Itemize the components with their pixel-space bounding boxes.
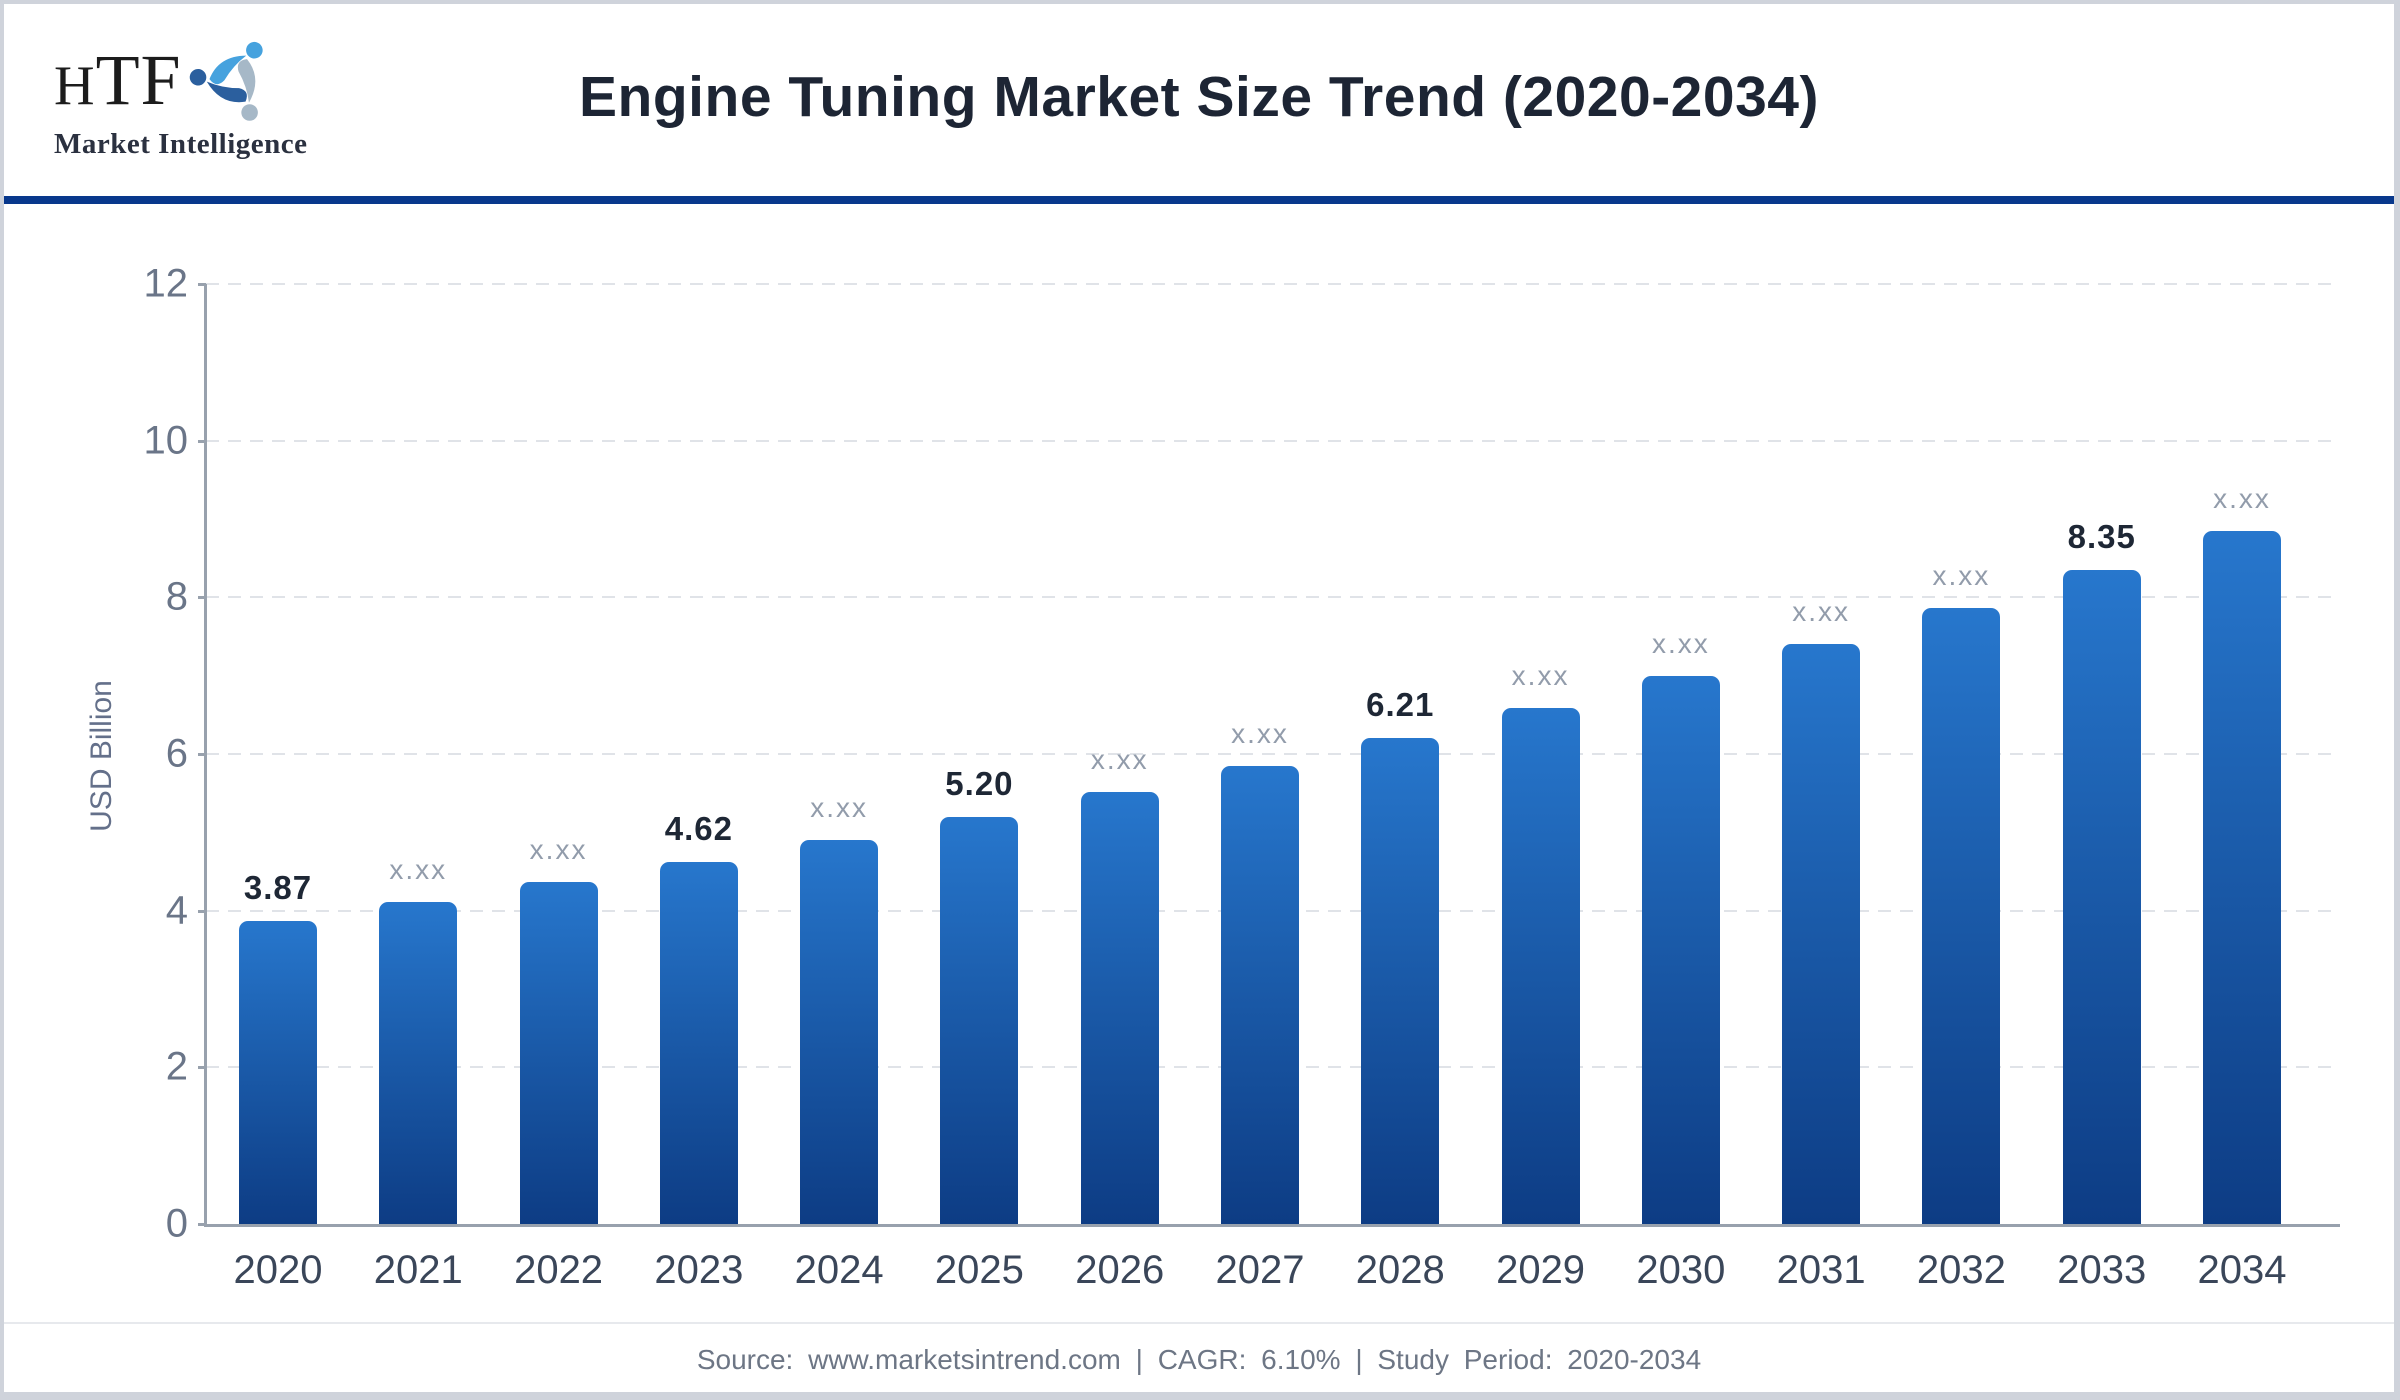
y-tick-label: 4 [165,888,188,933]
x-tick-label: 2024 [794,1248,884,1292]
x-tick-label: 2027 [1215,1248,1305,1292]
x-tick-label: 2022 [514,1248,604,1292]
y-tick-mark [198,439,206,443]
y-tick-mark [198,596,206,600]
bar-value-label: 8.35 [2067,517,2136,555]
x-tick-label: 2034 [2197,1248,2287,1292]
y-tick-mark [198,283,206,286]
x-tick-label: 2023 [654,1248,744,1292]
y-tick-label: 10 [143,418,189,463]
gridline [206,753,2336,755]
x-tick-label: 2020 [233,1248,323,1292]
footer-source-text: Source: www.marketsintrend.com | CAGR: 6… [696,1344,1702,1375]
gridline [206,283,2336,285]
bar-value-label: x.xx [1651,628,1710,660]
bar-value-label: x.xx [1090,743,1149,775]
logo-subtitle: Market Intelligence [54,128,308,160]
x-tick-label: 2025 [934,1248,1024,1292]
bar-value-label: x.xx [810,792,869,824]
y-tick-label: 12 [143,261,189,306]
bar-value-label: x.xx [1932,559,1991,591]
bar [379,902,458,1224]
bar [1782,643,1861,1224]
bar [1501,707,1580,1224]
bar [239,920,317,1224]
x-tick-label: 2028 [1355,1248,1445,1292]
bar [1080,791,1159,1224]
y-tick-label: 8 [165,574,188,619]
y-tick-mark [198,1066,206,1070]
bar-value-label: 3.87 [243,868,313,906]
bar-value-label: 5.20 [945,764,1014,802]
bar [1221,765,1299,1224]
gridline [206,439,2336,442]
bar [2203,530,2281,1224]
gridline [206,596,2336,599]
page-title: Engine Tuning Market Size Trend (2020-20… [579,65,1819,129]
x-tick-label: 2031 [1776,1248,1866,1292]
bar [519,882,598,1224]
bar [940,816,1019,1224]
x-tick-label: 2029 [1496,1248,1586,1292]
y-tick-mark [198,909,206,913]
y-tick-label: 0 [165,1201,188,1246]
bar [1361,737,1440,1224]
bar-value-label: x.xx [2213,482,2271,514]
x-tick-label: 2033 [2057,1248,2147,1292]
footer-separator [4,1322,2394,1324]
bar-value-label: 4.62 [664,810,733,848]
bar-value-label: x.xx [1792,595,1851,627]
y-tick-label: 6 [165,731,188,776]
logo-swirl-icon [189,41,263,121]
bar [659,862,738,1224]
y-tick-label: 2 [165,1044,188,1089]
bar-value-label: 6.21 [1366,685,1435,723]
x-tick-label: 2030 [1636,1248,1726,1292]
logo-acronym: HTF [54,40,182,120]
bar-value-label: x.xx [529,834,588,866]
bar-value-label: x.xx [1231,717,1289,749]
htf-logo: HTF [54,34,314,161]
header-divider-rule [4,196,2394,204]
y-tick-mark [198,1223,206,1226]
bar-value-label: x.xx [1511,659,1570,691]
bar [1922,607,2001,1224]
bar [2062,569,2141,1224]
x-axis-line [204,1224,2340,1227]
x-tick-label: 2032 [1916,1248,2006,1292]
bar-value-label: x.xx [389,854,448,886]
x-tick-label: 2026 [1075,1248,1165,1292]
bar-chart: USD Billion 0 2 4 6 8 10 12 3.87 2020 x.xx 2021 x.x… [4,4,2394,1392]
x-tick-label: 2021 [373,1248,463,1292]
y-tick-mark [198,753,206,756]
bar [1641,676,1720,1224]
y-axis-line [204,284,207,1227]
bar [800,840,879,1224]
